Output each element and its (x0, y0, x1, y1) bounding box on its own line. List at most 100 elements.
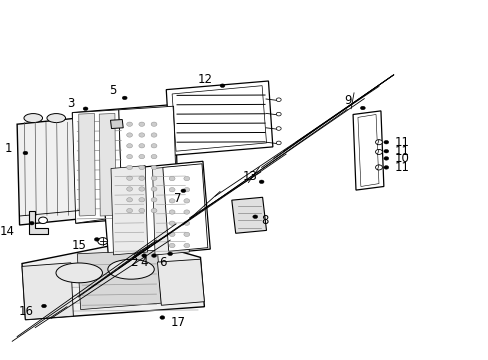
Circle shape (169, 221, 175, 225)
Circle shape (139, 176, 144, 180)
Polygon shape (152, 166, 189, 255)
Circle shape (139, 165, 144, 170)
Circle shape (169, 243, 175, 248)
Circle shape (142, 254, 146, 257)
Polygon shape (119, 106, 177, 217)
Circle shape (23, 151, 28, 155)
Circle shape (126, 154, 132, 159)
Circle shape (151, 208, 157, 213)
Text: 11: 11 (394, 145, 409, 158)
Polygon shape (77, 250, 161, 310)
Polygon shape (166, 81, 272, 156)
Circle shape (151, 187, 157, 191)
Circle shape (139, 187, 144, 191)
Circle shape (183, 221, 189, 225)
Polygon shape (163, 164, 207, 251)
Circle shape (39, 217, 47, 224)
Text: 8: 8 (261, 214, 268, 227)
Circle shape (83, 107, 88, 111)
Circle shape (160, 316, 164, 319)
Text: 12: 12 (197, 73, 212, 86)
Text: 10: 10 (394, 152, 409, 165)
Ellipse shape (108, 259, 154, 279)
Polygon shape (352, 111, 383, 190)
Circle shape (151, 154, 157, 159)
Text: 4: 4 (140, 256, 147, 269)
Circle shape (276, 127, 281, 130)
Polygon shape (110, 120, 123, 129)
Circle shape (259, 180, 264, 184)
Circle shape (41, 304, 46, 308)
Circle shape (360, 106, 365, 110)
Ellipse shape (56, 263, 102, 283)
Circle shape (94, 238, 99, 241)
Polygon shape (22, 246, 204, 320)
Text: 6: 6 (159, 256, 166, 269)
Circle shape (169, 232, 175, 237)
Polygon shape (17, 117, 90, 225)
Circle shape (126, 198, 132, 202)
Polygon shape (102, 161, 210, 258)
Text: 16: 16 (18, 305, 33, 318)
Circle shape (383, 140, 388, 144)
Ellipse shape (24, 113, 42, 122)
Circle shape (126, 187, 132, 191)
Circle shape (126, 165, 132, 170)
Circle shape (126, 176, 132, 180)
Circle shape (139, 144, 144, 148)
Circle shape (183, 176, 189, 181)
Text: 7: 7 (174, 192, 182, 205)
Circle shape (151, 122, 157, 126)
Circle shape (375, 165, 382, 170)
Circle shape (375, 140, 382, 145)
Polygon shape (22, 263, 73, 320)
Circle shape (126, 144, 132, 148)
Polygon shape (157, 259, 204, 305)
Polygon shape (72, 110, 122, 223)
Polygon shape (72, 104, 178, 223)
Text: 2: 2 (130, 256, 138, 269)
Circle shape (276, 141, 281, 145)
Circle shape (126, 208, 132, 213)
Circle shape (139, 154, 144, 159)
Circle shape (167, 252, 172, 256)
Polygon shape (79, 113, 95, 216)
Circle shape (383, 149, 388, 153)
Text: 5: 5 (109, 84, 116, 97)
Circle shape (139, 122, 144, 126)
Circle shape (183, 243, 189, 248)
Circle shape (151, 165, 157, 170)
Circle shape (183, 210, 189, 214)
Circle shape (169, 176, 175, 181)
Circle shape (122, 96, 127, 100)
Polygon shape (231, 197, 266, 233)
Circle shape (139, 198, 144, 202)
Circle shape (276, 112, 281, 116)
Circle shape (181, 189, 185, 193)
Circle shape (151, 198, 157, 202)
Circle shape (29, 221, 34, 225)
Circle shape (126, 122, 132, 126)
Circle shape (98, 238, 107, 245)
Polygon shape (29, 211, 48, 234)
Circle shape (183, 232, 189, 237)
Circle shape (383, 166, 388, 169)
Circle shape (151, 176, 157, 180)
Text: 9: 9 (344, 94, 351, 107)
Circle shape (151, 144, 157, 148)
Circle shape (151, 133, 157, 137)
Circle shape (276, 98, 281, 102)
Circle shape (169, 210, 175, 214)
Circle shape (151, 254, 156, 257)
Text: 1: 1 (5, 142, 12, 155)
Circle shape (220, 84, 224, 87)
Text: 15: 15 (72, 239, 87, 252)
Circle shape (375, 149, 382, 154)
Circle shape (252, 215, 257, 219)
Circle shape (183, 188, 189, 192)
Text: 11: 11 (394, 161, 409, 174)
Circle shape (383, 157, 388, 160)
Circle shape (139, 133, 144, 137)
Ellipse shape (47, 113, 65, 122)
Text: 13: 13 (243, 170, 257, 183)
